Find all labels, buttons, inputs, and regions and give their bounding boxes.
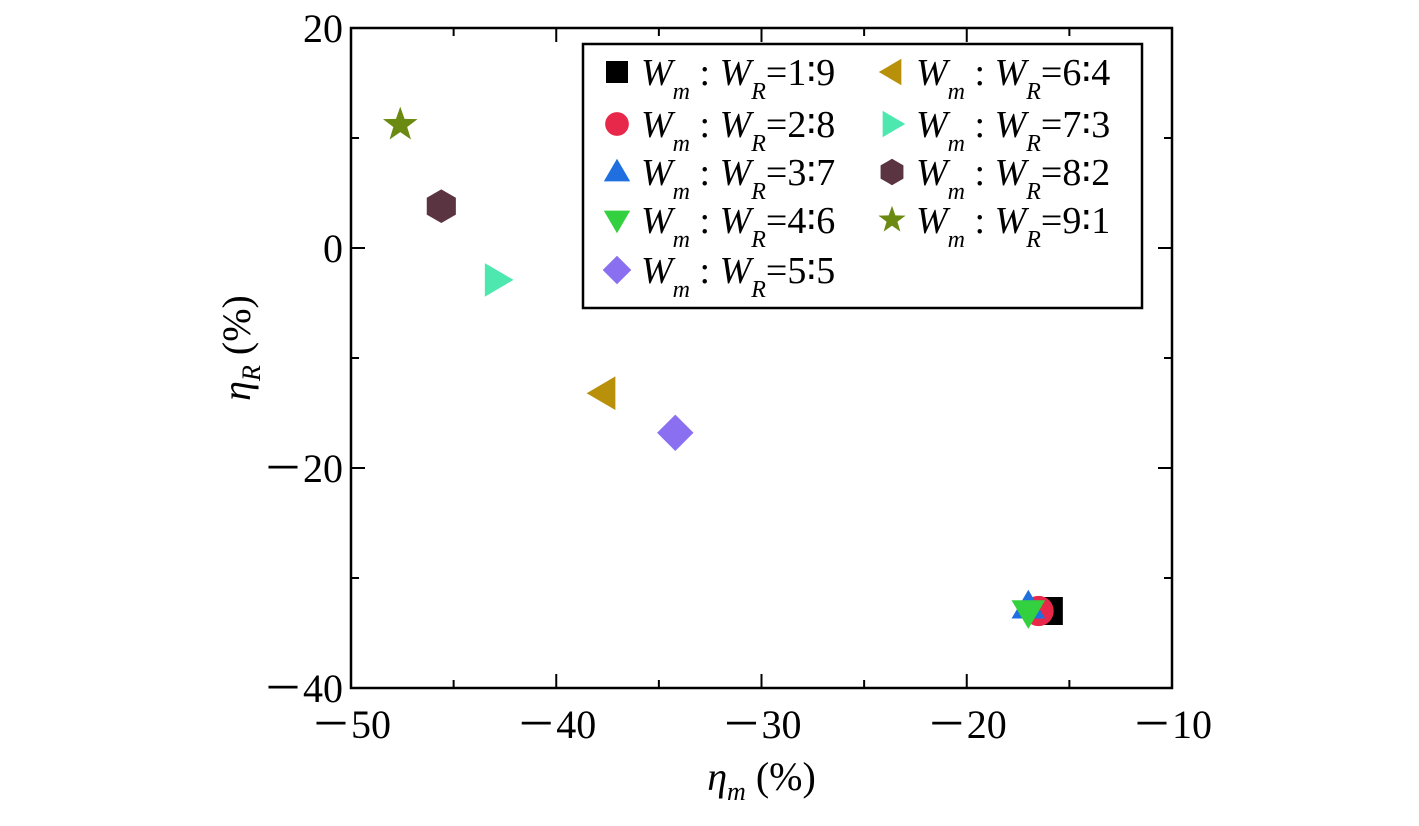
legend-marker-star [878,205,906,232]
legend-label: Wm : WR=1∶9 [641,52,835,105]
x-axis-title: ηm (%) [707,754,816,806]
legend-item: Wm : WR=4∶6 [603,200,835,253]
data-point-triangle-right [484,263,514,297]
legend: Wm : WR=1∶9Wm : WR=2∶8Wm : WR=3∶7Wm : WR… [581,42,1144,310]
legend-label: Wm : WR=4∶6 [641,200,835,253]
y-axis-title: ηR (%) [214,295,266,401]
legend-label: Wm : WR=5∶5 [641,250,835,303]
legend-marker-triangle-left [878,58,902,86]
legend-label: Wm : WR=8∶2 [916,152,1110,205]
data-point-star [382,106,418,140]
legend-label: Wm : WR=7∶3 [916,104,1110,157]
legend-label: Wm : WR=3∶7 [641,152,835,205]
legend-item: Wm : WR=5∶5 [602,250,835,303]
data-point-diamond [657,414,694,451]
y-tick-label: 0 [323,226,343,271]
y-tick-label: －20 [263,446,343,491]
legend-marker-triangle-right [882,110,906,138]
legend-marker-hexagon [880,158,904,186]
x-tick-label: －40 [516,702,596,747]
y-tick-label: 20 [303,6,343,51]
data-point-hexagon [426,189,456,223]
data-point-triangle-down [1011,600,1046,629]
legend-marker-triangle-down [603,210,631,234]
legend-box [581,42,1144,310]
legend-marker-circle [605,112,629,136]
legend-item: Wm : WR=7∶3 [882,104,1110,157]
legend-marker-triangle-up [603,158,631,182]
y-tick-label: －40 [263,666,343,711]
x-tick-label: －30 [722,702,802,747]
tick-marks [350,27,1173,689]
legend-item: Wm : WR=8∶2 [880,152,1110,205]
x-tick-label: －50 [311,702,391,747]
legend-item: Wm : WR=1∶9 [606,52,835,105]
legend-label: Wm : WR=9∶1 [916,200,1110,253]
legend-item: Wm : WR=6∶4 [878,52,1110,105]
x-tick-label: －10 [1132,702,1212,747]
legend-label: Wm : WR=2∶8 [641,104,835,157]
legend-marker-diamond [602,255,632,285]
data-points [382,106,1063,629]
legend-marker-square [606,61,628,83]
legend-label: Wm : WR=6∶4 [916,52,1110,105]
legend-item: Wm : WR=2∶8 [605,104,835,157]
legend-item: Wm : WR=3∶7 [603,152,835,205]
data-point-triangle-left [586,376,616,410]
x-tick-label: －20 [927,702,1007,747]
legend-item: Wm : WR=9∶1 [878,200,1110,253]
